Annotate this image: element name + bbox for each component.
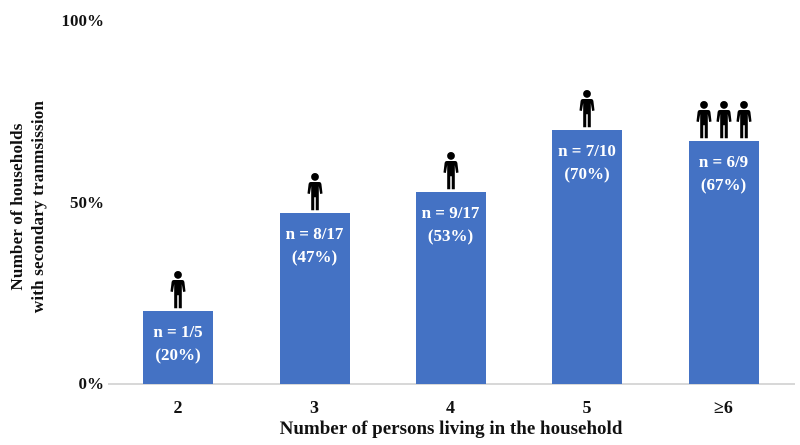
x-tick-2: 2 — [173, 397, 183, 417]
bar-group-4: n = 9/17 (53%) 4 — [415, 152, 486, 417]
y-tick-100%: 100% — [61, 11, 105, 30]
bar-label-percent: (53%) — [427, 226, 474, 245]
bar-2: n = 1/5 (20%) — [143, 311, 213, 384]
person-icons — [552, 90, 622, 129]
person-icons — [416, 152, 486, 191]
bar-label-count: n = 8/17 — [285, 224, 344, 243]
x-axis-title: Number of persons living in the househol… — [279, 418, 623, 439]
bar-3: n = 8/17 (47%) — [279, 213, 350, 384]
x-tick-3: 3 — [310, 397, 319, 417]
y-tick-50%: 50% — [70, 192, 104, 212]
person-icon — [735, 101, 752, 139]
person-icons — [143, 271, 213, 310]
bar-label-count: n = 7/10 — [558, 141, 616, 160]
bar-label-count: n = 6/9 — [698, 152, 749, 171]
x-axis-line — [108, 383, 795, 385]
bar-label-count: n = 9/17 — [421, 203, 480, 222]
x-tick-≥6: ≥6 — [714, 397, 733, 417]
bar-group-5: n = 7/10 (70%) 5 — [552, 90, 622, 417]
person-icon — [170, 271, 186, 309]
person-icon — [695, 101, 712, 139]
bar-4: n = 9/17 (53%) — [415, 192, 486, 384]
person-icon — [442, 152, 459, 190]
y-axis-title-line1: Number of households — [7, 123, 26, 291]
person-icon — [579, 90, 595, 128]
person-icon — [715, 101, 732, 139]
x-tick-5: 5 — [582, 397, 592, 417]
bar-≥6: n = 6/9 (67%) — [688, 141, 759, 384]
bar-group-≥6: n = 6/9 (67%) ≥6 — [688, 101, 759, 417]
x-tick-4: 4 — [446, 397, 455, 417]
person-icons — [280, 173, 350, 212]
bar-group-2: n = 1/5 (20%) 2 — [143, 271, 213, 417]
person-icons — [689, 101, 759, 140]
bar-label-percent: (47%) — [291, 247, 338, 266]
bar-label-percent: (67%) — [700, 175, 747, 194]
bar-5: n = 7/10 (70%) — [552, 130, 622, 384]
bar-label-percent: (20%) — [155, 345, 201, 364]
bar-label-count: n = 1/5 — [153, 322, 203, 341]
person-icon — [306, 173, 323, 211]
bar-label-percent: (70%) — [564, 164, 610, 183]
y-tick-0%: 0% — [78, 374, 105, 393]
bar-group-3: n = 8/17 (47%) 3 — [279, 173, 350, 417]
